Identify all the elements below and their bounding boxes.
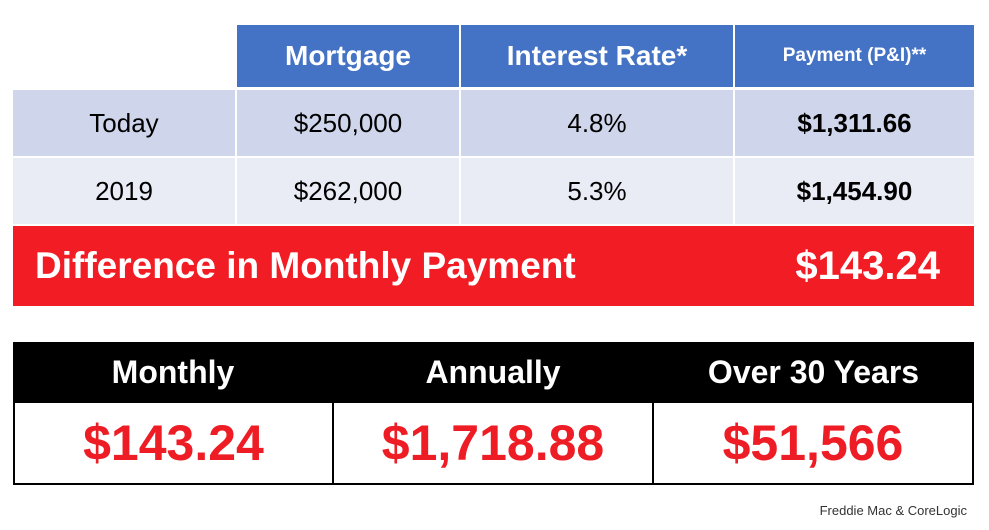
summary-header-annually: Annually bbox=[333, 342, 653, 402]
summary-value-30-years: $51,566 bbox=[652, 401, 974, 485]
row-2019-rate: 5.3% bbox=[461, 158, 733, 224]
row-today-label: Today bbox=[13, 90, 235, 156]
summary-header-monthly: Monthly bbox=[13, 342, 333, 402]
row-today-mortgage: $250,000 bbox=[237, 90, 459, 156]
row-2019-payment: $1,454.90 bbox=[735, 158, 974, 224]
header-payment: Payment (P&I)** bbox=[735, 25, 974, 87]
row-today-payment: $1,311.66 bbox=[735, 90, 974, 156]
summary-value-monthly: $143.24 bbox=[13, 401, 334, 485]
row-2019-label: 2019 bbox=[13, 158, 235, 224]
summary-value-annually: $1,718.88 bbox=[332, 401, 654, 485]
header-interest-rate: Interest Rate* bbox=[461, 25, 733, 87]
header-mortgage: Mortgage bbox=[237, 25, 459, 87]
source-credit: Freddie Mac & CoreLogic bbox=[819, 503, 967, 518]
row-2019-mortgage: $262,000 bbox=[237, 158, 459, 224]
summary-header-30-years: Over 30 Years bbox=[653, 342, 974, 402]
difference-value: $143.24 bbox=[795, 243, 940, 288]
difference-label: Difference in Monthly Payment bbox=[35, 245, 576, 286]
row-today-rate: 4.8% bbox=[461, 90, 733, 156]
difference-bar: Difference in Monthly Payment $143.24 bbox=[13, 226, 974, 306]
